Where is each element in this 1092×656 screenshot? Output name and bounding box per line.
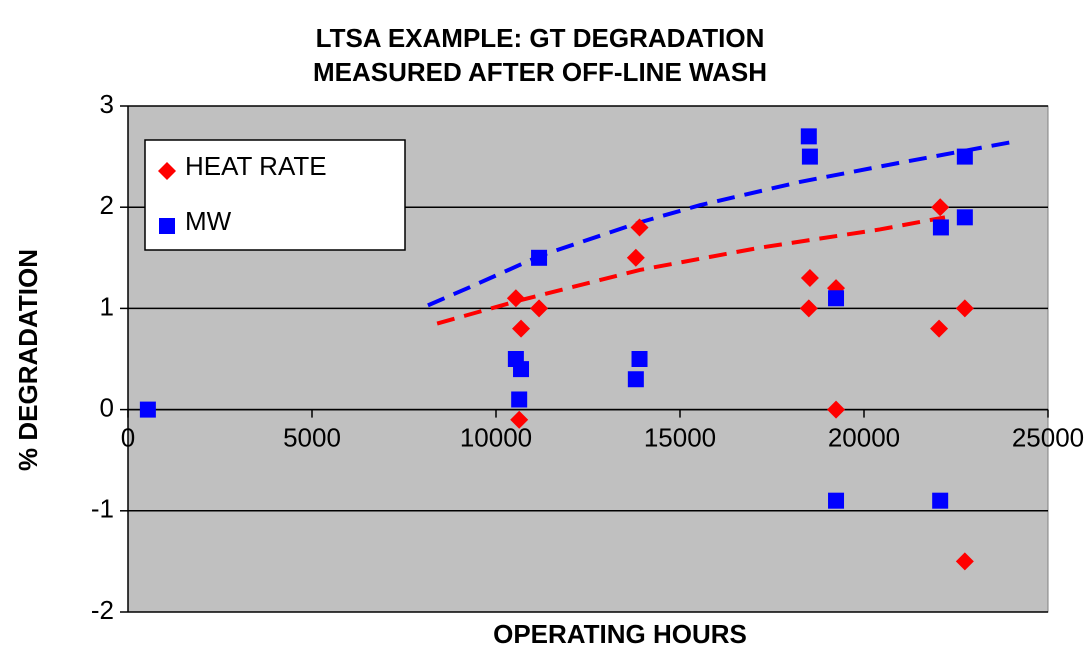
- x-tick-label: 5000: [283, 422, 341, 452]
- point: [511, 391, 528, 408]
- chart-title: LTSA EXAMPLE: GT DEGRADATION: [316, 23, 765, 53]
- point: [531, 249, 548, 266]
- legend-marker: [158, 162, 176, 180]
- x-tick-label: 15000: [644, 422, 716, 452]
- legend-marker: [159, 218, 175, 234]
- chart-title: MEASURED AFTER OFF-LINE WASH: [313, 57, 767, 87]
- point: [801, 148, 818, 165]
- x-tick-label: 10000: [460, 422, 532, 452]
- point: [631, 351, 648, 367]
- point: [530, 299, 549, 318]
- point: [828, 290, 845, 307]
- point: [512, 319, 531, 338]
- point: [955, 552, 974, 571]
- legend-label: MW: [185, 206, 232, 236]
- point: [626, 248, 645, 267]
- legend-box: [144, 139, 406, 251]
- point: [510, 410, 529, 429]
- y-tick-label: 2: [100, 190, 114, 220]
- trendline: [427, 140, 1011, 308]
- point: [800, 128, 817, 145]
- point: [956, 209, 973, 226]
- point: [932, 492, 949, 509]
- x-tick-label: 0: [121, 422, 135, 452]
- point: [513, 361, 530, 378]
- point: [828, 492, 845, 509]
- point: [956, 148, 973, 165]
- point: [931, 198, 950, 217]
- y-tick-label: 3: [100, 89, 114, 119]
- y-tick-label: 1: [100, 291, 114, 321]
- y-tick-label: -1: [91, 494, 114, 524]
- x-tick-label: 20000: [828, 422, 900, 452]
- point: [932, 219, 949, 236]
- point: [800, 269, 819, 288]
- point: [799, 299, 818, 318]
- legend-label: HEAT RATE: [185, 151, 327, 181]
- y-tick-label: 0: [100, 392, 114, 422]
- point: [930, 319, 949, 338]
- point: [827, 400, 846, 419]
- point: [627, 371, 644, 388]
- point: [955, 299, 974, 318]
- point: [139, 401, 156, 418]
- point: [506, 289, 525, 308]
- trendline: [436, 215, 946, 326]
- x-tick-label: 25000: [1012, 422, 1084, 452]
- x-axis-label: OPERATING HOURS: [493, 619, 747, 649]
- y-tick-label: -2: [91, 595, 114, 625]
- y-axis-label: % DEGRADATION: [13, 249, 43, 471]
- point: [630, 218, 649, 237]
